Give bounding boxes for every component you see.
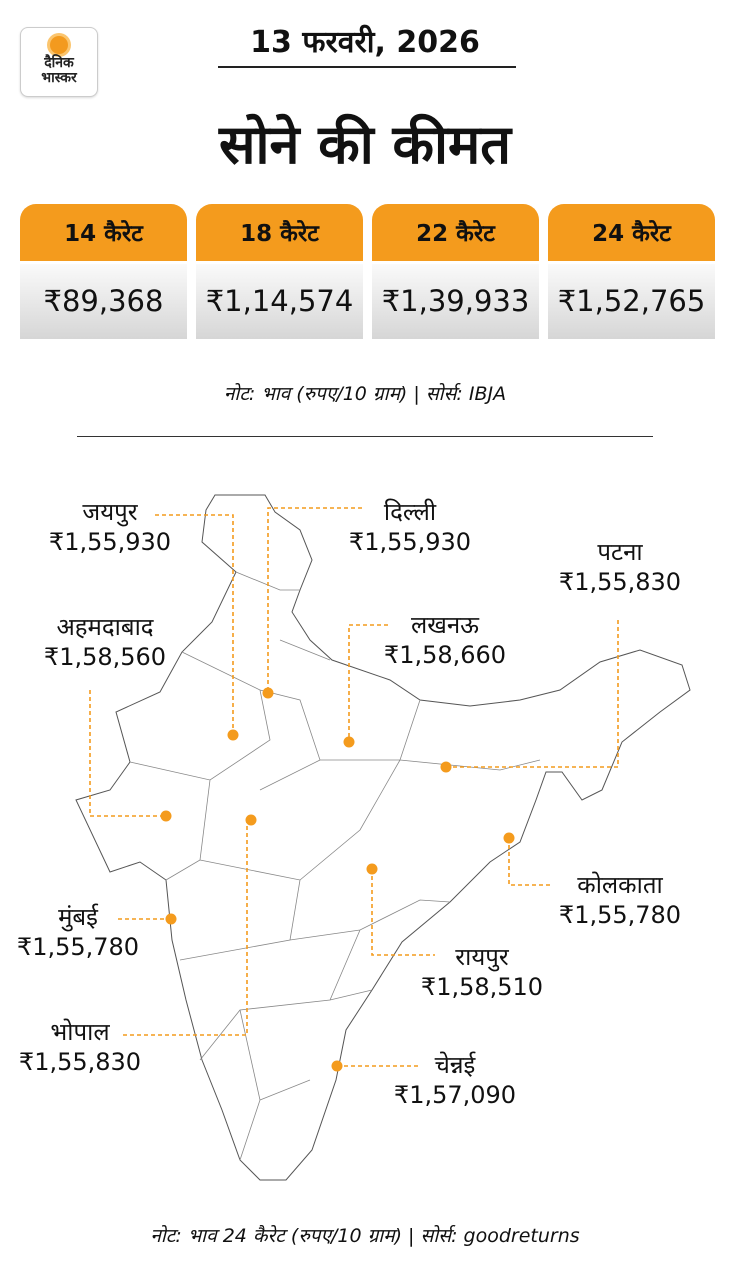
dot-mumbai: [165, 913, 177, 925]
dot-raipur: [366, 863, 378, 875]
leader-bhopal: [123, 820, 248, 1036]
dot-delhi: [262, 687, 274, 699]
city-name: रायपुर: [455, 943, 509, 971]
leader-kolkata: [508, 838, 550, 886]
leader-raipur: [371, 869, 435, 956]
karat-price: ₹1,52,765: [548, 264, 715, 339]
city-name: भोपाल: [50, 1018, 110, 1046]
dot-chennai: [331, 1060, 343, 1072]
dainik-bhaskar-logo: दैनिक भास्कर: [20, 27, 98, 97]
city-name: कोलकाता: [577, 871, 663, 899]
city-raipur: रायपुर ₹1,58,510: [412, 940, 552, 1001]
karat-card-24: 24 कैरेट ₹1,52,765: [548, 204, 715, 339]
city-name: लखनऊ: [410, 611, 480, 639]
karat-card-22: 22 कैरेट ₹1,39,933: [372, 204, 539, 339]
leader-delhi: [267, 507, 362, 693]
city-chennai: चेन्नई ₹1,57,090: [385, 1048, 525, 1109]
city-price: ₹1,58,510: [420, 973, 544, 1001]
sun-icon: [50, 36, 68, 54]
city-mumbai: मुंबई ₹1,55,780: [8, 900, 148, 961]
state-borders: [129, 571, 541, 1161]
karat-price: ₹89,368: [20, 264, 187, 339]
divider: [77, 436, 653, 437]
leader-ahmedabad: [89, 690, 166, 817]
city-price: ₹1,58,560: [43, 643, 167, 671]
dot-kolkata: [503, 832, 515, 844]
city-patna: पटना ₹1,55,830: [550, 535, 690, 596]
logo-text-1: दैनिक: [44, 55, 74, 71]
logo-text-2: भास्कर: [41, 70, 77, 86]
karat-label: 22 कैरेट: [372, 204, 539, 261]
city-delhi: दिल्ली ₹1,55,930: [340, 495, 480, 556]
dot-bhopal: [245, 814, 257, 826]
date-heading: 13 फरवरी, 2026: [250, 25, 480, 60]
dot-lucknow: [343, 736, 355, 748]
karat-label: 18 कैरेट: [196, 204, 363, 261]
city-price: ₹1,55,930: [348, 528, 472, 556]
city-name: जयपुर: [82, 498, 138, 526]
karat-price: ₹1,39,933: [372, 264, 539, 339]
india-outline: [75, 494, 691, 1181]
city-price: ₹1,55,830: [18, 1048, 142, 1076]
leader-jaipur: [155, 514, 234, 735]
dot-ahmedabad: [160, 810, 172, 822]
city-ahmedabad: अहमदाबाद ₹1,58,560: [30, 610, 180, 671]
karat-label: 14 कैरेट: [20, 204, 187, 261]
city-lucknow: लखनऊ ₹1,58,660: [375, 608, 515, 669]
city-bhopal: भोपाल ₹1,55,830: [10, 1015, 150, 1076]
page-title: सोने की कीमत: [218, 113, 512, 176]
note-bottom: नोट: भाव 24 कैरेट (रुपए/10 ग्राम) | सोर्…: [150, 1225, 580, 1247]
city-price: ₹1,55,930: [48, 528, 172, 556]
karat-card-14: 14 कैरेट ₹89,368: [20, 204, 187, 339]
karat-price: ₹1,14,574: [196, 264, 363, 339]
city-name: पटना: [597, 538, 643, 566]
dot-jaipur: [227, 729, 239, 741]
city-name: चेन्नई: [434, 1051, 476, 1079]
city-price: ₹1,55,830: [558, 568, 682, 596]
note-top: नोट: भाव (रुपए/10 ग्राम) | सोर्स: IBJA: [223, 383, 507, 405]
city-jaipur: जयपुर ₹1,55,930: [40, 495, 180, 556]
city-name: दिल्ली: [383, 498, 437, 526]
dot-patna: [440, 761, 452, 773]
leader-patna: [446, 620, 619, 768]
city-name: अहमदाबाद: [56, 613, 154, 641]
city-price: ₹1,55,780: [558, 901, 682, 929]
city-name: मुंबई: [58, 903, 98, 931]
city-price: ₹1,55,780: [16, 933, 140, 961]
karat-card-18: 18 कैरेट ₹1,14,574: [196, 204, 363, 339]
city-kolkata: कोलकाता ₹1,55,780: [550, 868, 690, 929]
city-price: ₹1,58,660: [383, 641, 507, 669]
leader-lucknow: [348, 624, 388, 742]
karat-label: 24 कैरेट: [548, 204, 715, 261]
city-price: ₹1,57,090: [393, 1081, 517, 1109]
leader-lines: [89, 507, 619, 1067]
date-underline: [218, 66, 516, 68]
